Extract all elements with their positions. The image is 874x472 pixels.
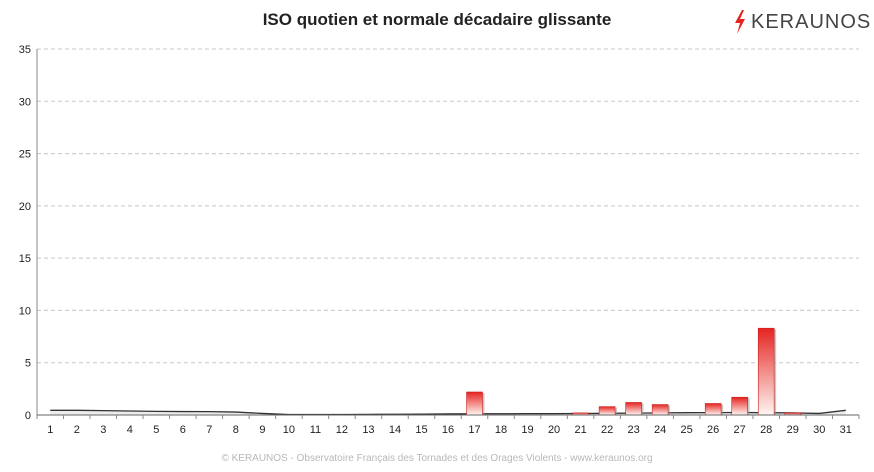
normal-area-fill (50, 410, 846, 415)
x-tick-label-24: 24 (654, 424, 666, 436)
bar-22 (598, 406, 616, 416)
x-tick-label-16: 16 (442, 424, 454, 436)
bar-26 (704, 403, 722, 416)
y-tick-label-0: 0 (25, 410, 31, 422)
x-tick-label-30: 30 (813, 424, 825, 436)
bar-24 (651, 404, 669, 416)
x-tick-label-31: 31 (840, 424, 852, 436)
x-tick-label-1: 1 (47, 424, 53, 436)
x-tick-label-28: 28 (760, 424, 772, 436)
x-tick-label-22: 22 (601, 424, 613, 436)
lightning-bolt-icon (735, 10, 745, 34)
keraunos-logo: KERAUNOS (733, 9, 871, 35)
chart-title: ISO quotien et normale décadaire glissan… (262, 10, 612, 29)
x-tick-label-20: 20 (548, 424, 560, 436)
y-tick-label-5: 5 (25, 358, 31, 370)
x-tick-label-3: 3 (100, 424, 106, 436)
axes (36, 49, 860, 419)
y-tick-label-10: 10 (19, 305, 31, 317)
x-tick-label-12: 12 (336, 424, 348, 436)
x-tick-label-17: 17 (468, 424, 480, 436)
y-tick-label-20: 20 (19, 201, 31, 213)
x-tick-label-15: 15 (415, 424, 427, 436)
grid-lines (37, 48, 859, 364)
x-tick-label-10: 10 (283, 424, 295, 436)
bar-23 (625, 402, 642, 416)
x-tick-label-27: 27 (734, 424, 746, 436)
bar-27 (731, 396, 748, 416)
bar-28 (757, 327, 775, 416)
x-tick-label-11: 11 (310, 424, 321, 436)
x-tick-label-29: 29 (787, 424, 799, 436)
x-tick-label-2: 2 (74, 424, 80, 436)
x-tick-label-14: 14 (389, 424, 401, 436)
x-tick-label-26: 26 (707, 424, 719, 436)
x-tick-label-9: 9 (259, 424, 265, 436)
y-axis-labels: 0 5 10 15 20 25 30 35 (19, 44, 31, 422)
x-tick-label-25: 25 (681, 424, 693, 436)
brand-name: KERAUNOS (751, 10, 872, 33)
x-tick-label-4: 4 (127, 424, 133, 436)
footer-credit: © KERAUNOS - Observatoire Français des T… (221, 453, 653, 464)
x-tick-label-13: 13 (362, 424, 374, 436)
x-tick-label-19: 19 (521, 424, 533, 436)
y-tick-label-35: 35 (19, 44, 31, 56)
x-axis-labels: 1 2 3 4 5 6 7 8 9 10 11 12 13 14 15 16 17 18 19 20 21 22 23 24 2… (47, 424, 852, 436)
x-tick-label-6: 6 (180, 424, 186, 436)
x-tick-label-5: 5 (153, 424, 159, 436)
normal-area-layer (50, 409, 846, 416)
y-tick-label-30: 30 (19, 96, 31, 108)
x-tick-label-23: 23 (627, 424, 639, 436)
x-tick-label-18: 18 (495, 424, 507, 436)
x-tick-label-21: 21 (574, 424, 586, 436)
y-tick-label-25: 25 (19, 149, 31, 161)
bar-17 (466, 391, 483, 416)
x-tick-label-8: 8 (233, 424, 239, 436)
bars-layer (466, 327, 803, 416)
x-tick-label-7: 7 (206, 424, 212, 436)
y-tick-label-15: 15 (19, 253, 31, 265)
